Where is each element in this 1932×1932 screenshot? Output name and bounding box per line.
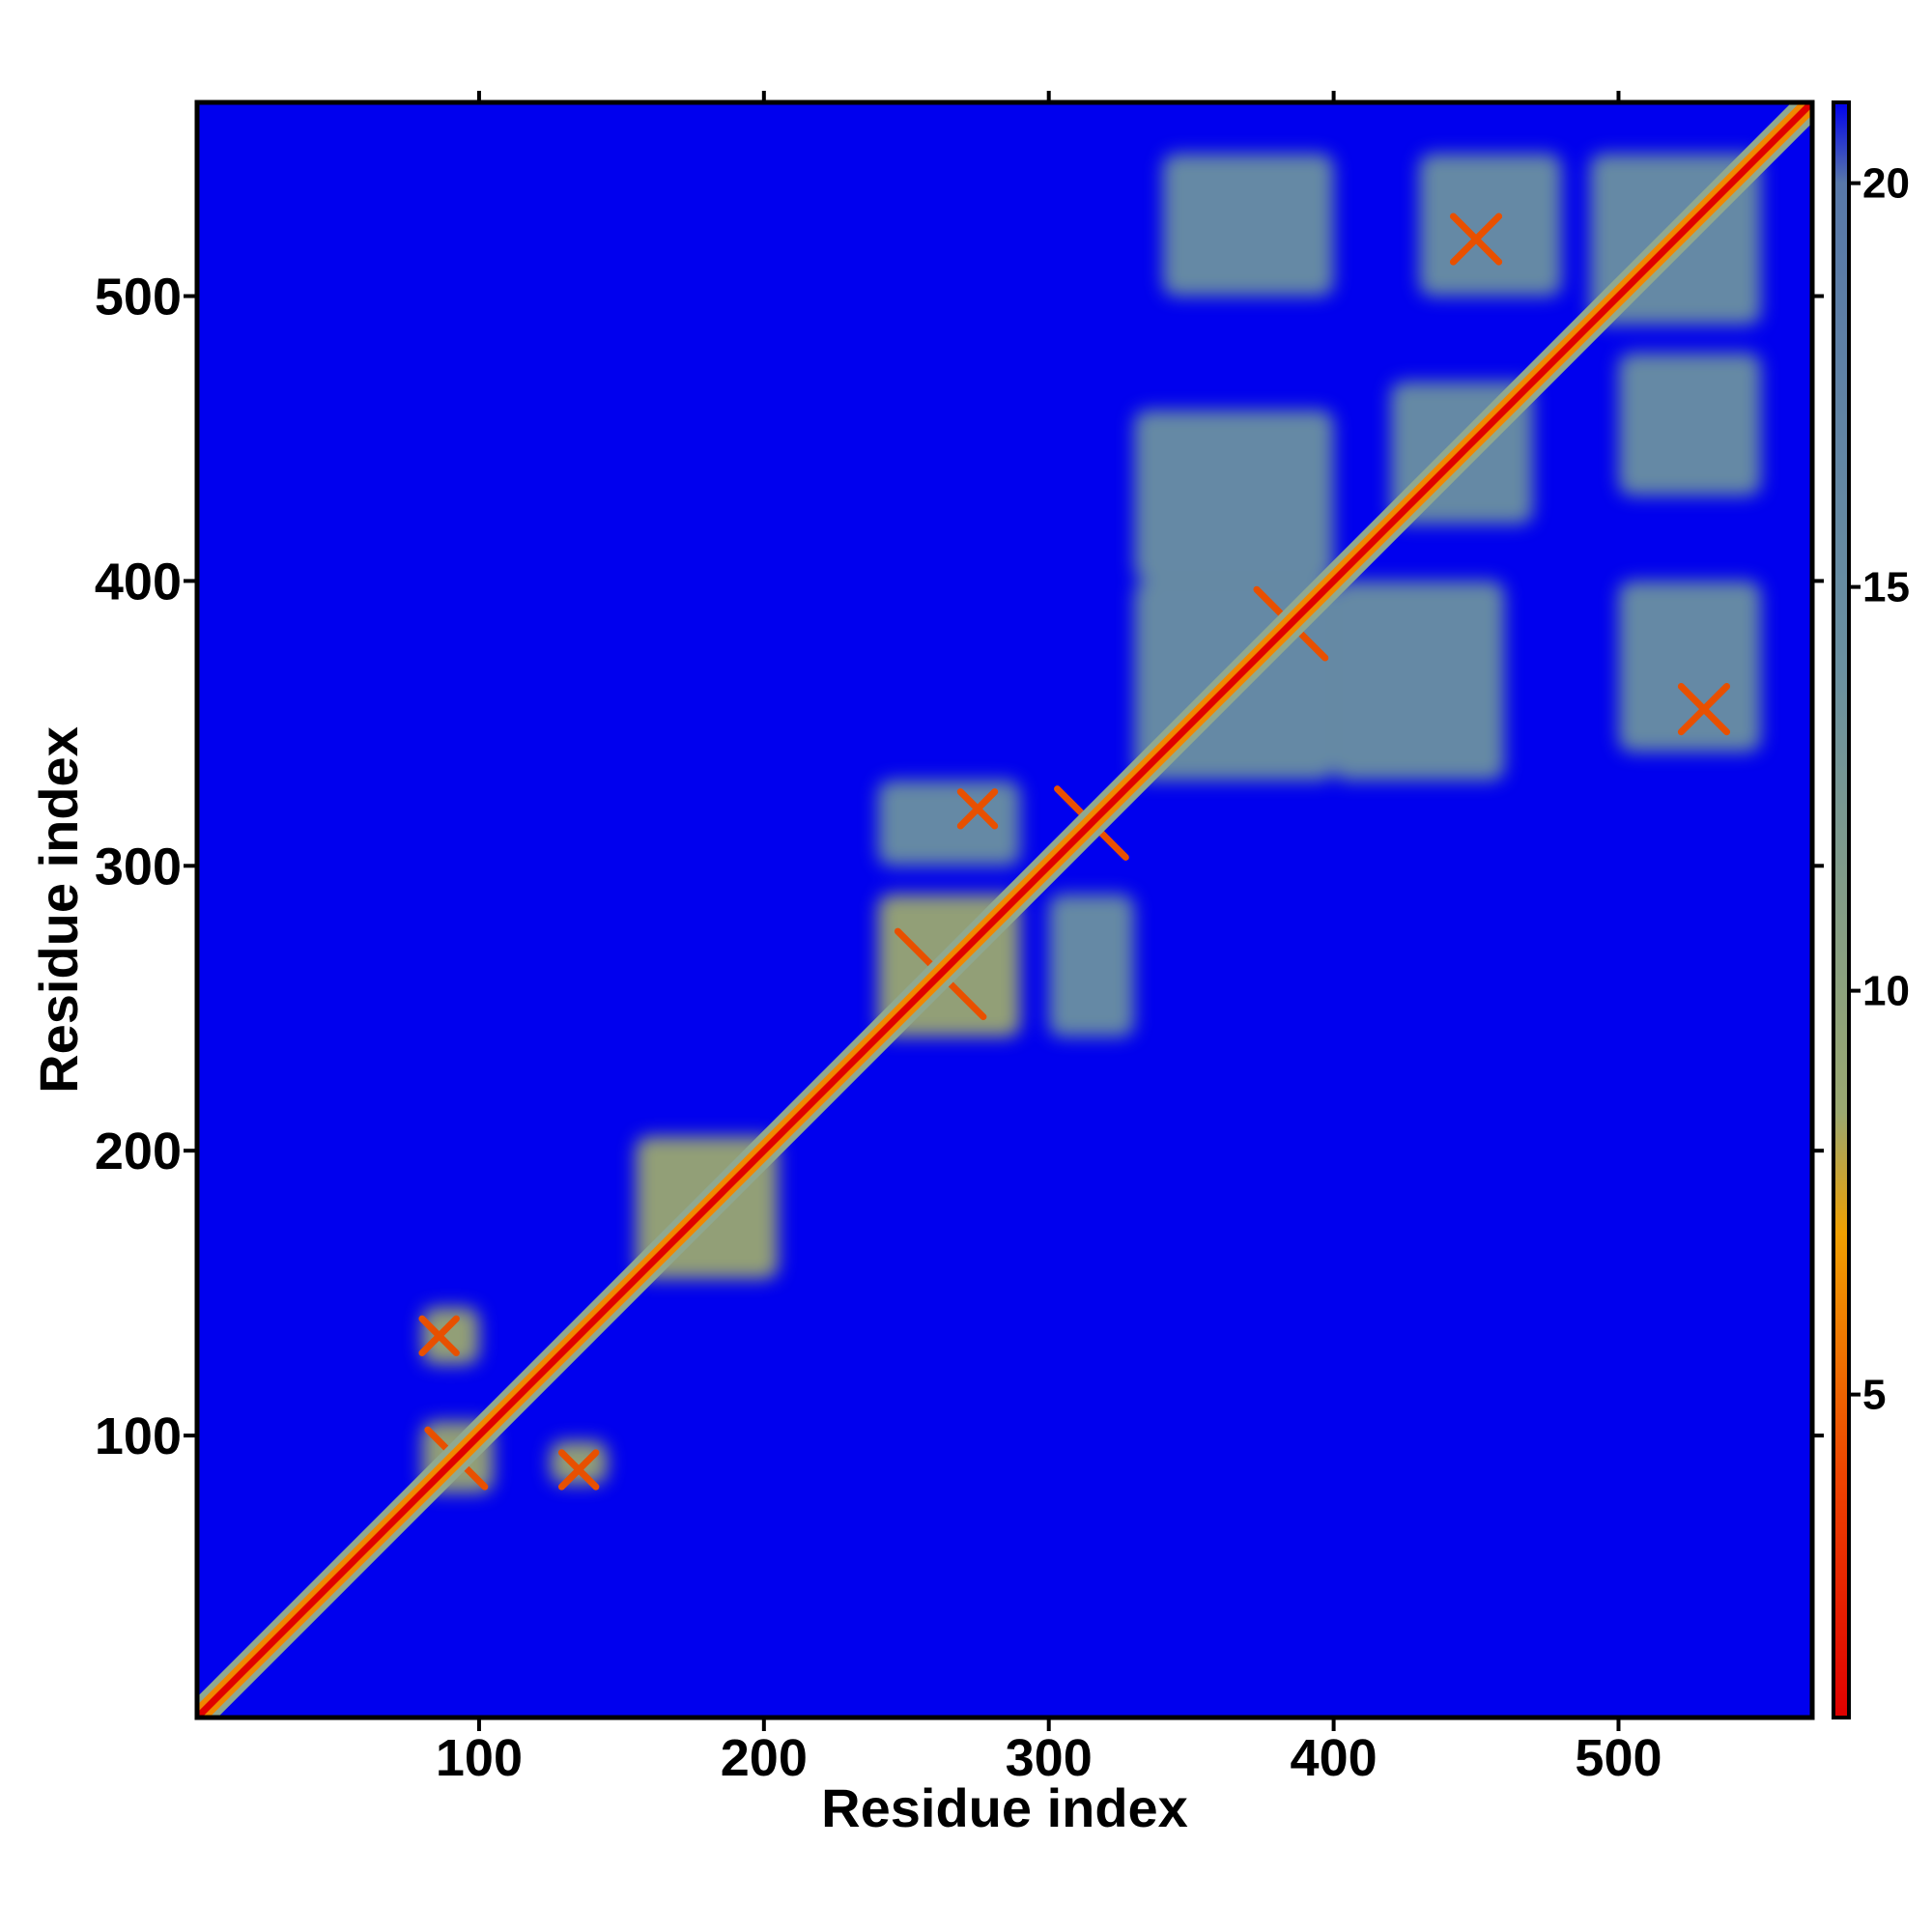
cross-contact-line <box>956 788 999 830</box>
heatmap-plot-area <box>197 102 1812 1718</box>
contact-block <box>1048 894 1135 1037</box>
x-tick-label: 500 <box>1575 1729 1662 1787</box>
y-tick-label: 200 <box>95 1122 182 1180</box>
contact-block <box>421 1307 479 1365</box>
y-tick-label: 400 <box>95 553 182 611</box>
x-axis: 100 200 300 400 500 <box>436 91 1662 1787</box>
contact-block <box>1618 581 1761 753</box>
y-tick-label: 500 <box>95 269 182 327</box>
colorbar-tick-label: 15 <box>1862 564 1910 611</box>
colorbar-tick-label: 10 <box>1862 968 1910 1015</box>
contact-block <box>1618 353 1761 496</box>
contact-block <box>1333 581 1505 781</box>
colorbar-tick-label: 20 <box>1862 160 1910 208</box>
x-tick-label: 200 <box>721 1729 808 1787</box>
x-tick-label: 400 <box>1291 1729 1378 1787</box>
contact-block <box>1162 154 1334 297</box>
x-axis-title: Residue index <box>821 1777 1188 1838</box>
y-tick-label: 300 <box>95 838 182 895</box>
cross-contact-line <box>557 1449 600 1491</box>
colorbar-frame <box>1832 100 1851 1719</box>
y-axis: 100 200 300 400 500 <box>95 269 197 1465</box>
x-tick-label: 100 <box>436 1729 523 1787</box>
cross-contact-line <box>1677 683 1731 736</box>
colorbar-ticks: 5 10 15 20 <box>1812 160 1910 1438</box>
colorbar: 5 10 15 20 <box>1812 100 1910 1719</box>
contact-block <box>550 1440 608 1485</box>
diagonal-band <box>197 102 1812 1718</box>
contact-block <box>877 780 1021 867</box>
x-tick-label: 300 <box>1006 1729 1093 1787</box>
cross-contact-line <box>418 1315 460 1357</box>
y-tick-label: 100 <box>95 1407 182 1465</box>
y-axis-title: Residue index <box>28 726 89 1094</box>
contact-block <box>1134 410 1334 582</box>
colorbar-tick-label: 5 <box>1862 1372 1886 1419</box>
cross-contact-line <box>1449 213 1503 266</box>
diagonal-core <box>197 102 1812 1718</box>
colorbar-fill <box>1833 102 1849 1718</box>
plot-frame <box>194 99 1815 1720</box>
